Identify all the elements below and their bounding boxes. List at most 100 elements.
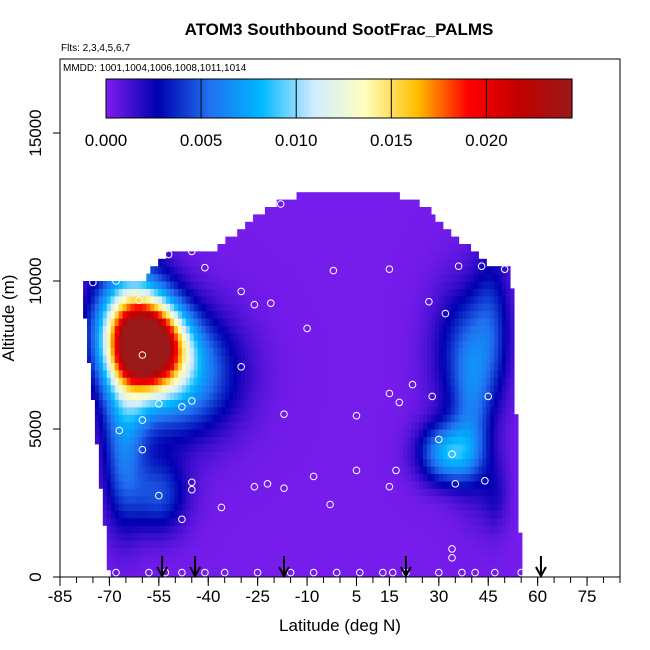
heatmap-cell: [142, 554, 147, 563]
heatmap-cell: [506, 406, 511, 415]
heatmap-cell: [403, 236, 408, 245]
heatmap-cell: [399, 503, 404, 511]
heatmap-cell: [253, 569, 258, 577]
heatmap-cell: [245, 295, 250, 304]
heatmap-cell: [102, 414, 108, 423]
heatmap-cell: [430, 340, 436, 349]
heatmap-cell: [150, 466, 155, 474]
heatmap-cell: [486, 562, 491, 571]
heatmap-cell: [450, 288, 456, 297]
heatmap-cell: [490, 436, 495, 445]
heatmap-cell: [426, 451, 432, 460]
heatmap-cell: [193, 436, 199, 445]
heatmap-cell: [185, 436, 191, 445]
heatmap-cell: [134, 525, 139, 534]
heatmap-cell: [474, 340, 479, 349]
heatmap-cell: [233, 503, 238, 511]
heatmap-cell: [324, 251, 329, 260]
heatmap-cell: [98, 414, 104, 423]
heatmap-cell: [173, 318, 179, 326]
heatmap-cell: [197, 295, 203, 304]
heatmap-cell: [173, 540, 179, 548]
heatmap-cell: [181, 318, 187, 326]
heatmap-cell: [351, 569, 357, 577]
heatmap-cell: [458, 273, 464, 282]
heatmap-cell: [280, 266, 286, 275]
heatmap-cell: [229, 547, 234, 556]
heatmap-cell: [162, 540, 167, 548]
heatmap-cell: [395, 525, 400, 534]
heatmap-cell: [450, 436, 456, 445]
sample-point: [250, 300, 259, 309]
heatmap-cell: [351, 236, 357, 245]
heatmap-cell: [320, 406, 325, 415]
heatmap-cell: [498, 303, 503, 312]
heatmap-cell: [363, 340, 369, 349]
heatmap-cell: [419, 369, 424, 378]
heatmap-cell: [181, 288, 187, 297]
heatmap-cell: [316, 406, 321, 415]
heatmap-cell: [264, 310, 270, 319]
heatmap-cell: [225, 414, 230, 423]
heatmap-cell: [502, 562, 507, 571]
heatmap-cell: [308, 369, 313, 378]
heatmap-cell: [343, 488, 349, 497]
heatmap-cell: [509, 480, 515, 489]
heatmap-cell: [509, 362, 515, 371]
heatmap-cell: [375, 318, 381, 326]
heatmap-cell: [276, 236, 282, 245]
heatmap-cell: [102, 480, 108, 489]
heatmap-cell: [308, 362, 313, 371]
heatmap-cell: [189, 318, 195, 326]
heatmap-cell: [450, 340, 456, 349]
heatmap-cell: [106, 369, 112, 378]
heatmap-cell: [268, 273, 274, 282]
heatmap-cell: [249, 310, 254, 319]
heatmap-cell: [130, 473, 136, 482]
heatmap-cell: [320, 414, 325, 423]
heatmap-cell: [328, 384, 333, 393]
heatmap-cell: [332, 288, 337, 297]
heatmap-cell: [296, 473, 302, 482]
heatmap-cell: [332, 340, 337, 349]
heatmap-cell: [146, 547, 151, 556]
heatmap-cell: [221, 325, 226, 334]
heatmap-cell: [284, 525, 290, 534]
heatmap-cell: [142, 466, 147, 474]
heatmap-cell: [454, 406, 460, 415]
heatmap-cell: [170, 399, 175, 408]
heatmap-cell: [498, 510, 503, 519]
heatmap-cell: [106, 362, 112, 371]
heatmap-cell: [217, 532, 223, 541]
heatmap-cell: [458, 318, 464, 326]
heatmap-cell: [442, 510, 448, 519]
heatmap-cell: [284, 340, 290, 349]
heatmap-cell: [138, 369, 143, 378]
heatmap-cell: [197, 443, 203, 452]
heatmap-cell: [233, 458, 238, 467]
heatmap-cell: [355, 325, 361, 334]
heatmap-cell: [189, 384, 195, 393]
heatmap-cell: [367, 473, 373, 482]
heatmap-cell: [229, 569, 234, 577]
heatmap-cell: [462, 303, 468, 312]
heatmap-cell: [332, 488, 337, 497]
heatmap-cell: [387, 429, 392, 437]
heatmap-cell: [138, 473, 143, 482]
heatmap-cell: [245, 229, 250, 238]
heatmap-cell: [442, 451, 448, 460]
heatmap-cell: [438, 288, 444, 297]
heatmap-cell: [296, 318, 302, 326]
heatmap-cell: [359, 569, 365, 577]
heatmap-cell: [253, 251, 258, 260]
heatmap-cell: [509, 310, 515, 319]
heatmap-cell: [102, 362, 108, 371]
heatmap-cell: [494, 266, 499, 275]
heatmap-cell: [458, 525, 464, 534]
heatmap-cell: [221, 510, 226, 519]
heatmap-cell: [213, 421, 219, 430]
heatmap-cell: [225, 377, 230, 386]
heatmap-cell: [162, 281, 167, 289]
heatmap-cell: [122, 495, 128, 504]
heatmap-cell: [225, 310, 230, 319]
